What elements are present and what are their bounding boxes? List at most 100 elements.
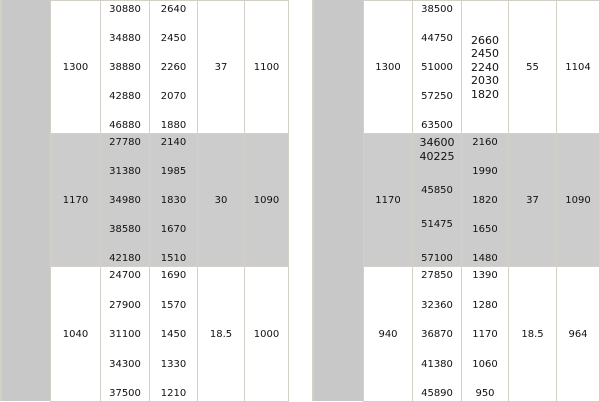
value-group: 38880	[109, 61, 141, 74]
value-group: 34980	[109, 194, 141, 207]
table-cell: 37	[508, 133, 557, 267]
value-group: 1690	[161, 269, 186, 282]
table-cell: 2660 2450 2240 2030 1820	[461, 0, 509, 134]
cell-value: 940	[378, 328, 398, 340]
value-group: 1880	[161, 119, 186, 132]
value-group: 2660 2450 2240 2030 1820	[471, 34, 499, 102]
cell-value: 38880	[109, 62, 141, 73]
cell-value: 2260	[160, 62, 187, 73]
table-cell: 18.5	[197, 266, 245, 402]
cell-value: 57100	[421, 253, 453, 264]
cell-value: 1510	[160, 253, 187, 264]
cell-value: 1000	[253, 328, 280, 340]
cell-value: 1985	[160, 166, 187, 177]
value-group: 38500	[421, 3, 453, 16]
value-group: 38580	[109, 223, 141, 236]
value-group: 1510	[161, 252, 186, 265]
value-group: 34300	[109, 358, 141, 371]
table-cell: 27850 32360 36870 41380 45890	[412, 266, 462, 402]
value-group: 24700	[109, 269, 141, 282]
cell-value: 51000	[421, 62, 453, 73]
cell-value: 51475	[421, 219, 453, 230]
value-group: 32360	[421, 299, 453, 312]
row-header-column	[314, 0, 363, 401]
value-group: 57250	[421, 90, 453, 103]
cell-value: 31100	[109, 329, 141, 340]
value-group: 1330	[161, 358, 186, 371]
table-cell: 27780 31380 34980 38580 42180	[100, 133, 150, 267]
value-group: 27900	[109, 299, 141, 312]
cell-value: 1820	[472, 195, 498, 206]
value-group: 1650	[472, 223, 497, 236]
cell-value: 24700	[109, 270, 141, 281]
value-group: 51000	[421, 61, 453, 74]
cell-value: 1090	[565, 194, 591, 206]
cell-value: 2070	[160, 91, 187, 102]
cell-value: 1040	[62, 328, 89, 340]
value-group: 2640	[161, 3, 186, 16]
cell-value: 2240	[471, 60, 499, 74]
cell-value: 18.5	[209, 328, 233, 340]
cell-value: 46880	[109, 120, 141, 131]
value-group: 1480	[472, 252, 497, 265]
table-cell: 1690 1570 1450 1330 1210	[149, 266, 198, 402]
cell-value: 1060	[472, 358, 498, 370]
cell-value: 27900	[109, 299, 141, 311]
cell-value: 2030	[471, 74, 499, 88]
value-group: 2140	[161, 136, 186, 149]
value-group: 42880	[109, 90, 141, 103]
cell-value: 36870	[421, 329, 453, 340]
cell-value: 57250	[421, 91, 453, 102]
cell-value: 34600	[419, 136, 455, 149]
cell-value: 41380	[421, 358, 453, 370]
value-group: 51475	[421, 218, 453, 231]
cell-value: 1300	[375, 61, 401, 73]
table-cell: 1040	[50, 266, 101, 402]
value-group: 2450	[161, 32, 186, 45]
table-cell: 1300	[50, 0, 101, 134]
cell-value: 38580	[109, 224, 141, 235]
cell-value: 34300	[109, 358, 141, 370]
cell-value: 55	[526, 61, 539, 73]
cell-value: 1880	[160, 120, 187, 131]
table-cell: 964	[556, 266, 600, 402]
cell-value: 18.5	[521, 328, 544, 340]
cell-value: 1830	[160, 195, 187, 206]
table-cell: 30	[197, 133, 245, 267]
cell-value: 34980	[109, 195, 141, 206]
cell-value: 1650	[472, 224, 498, 235]
cell-value: 37	[214, 61, 228, 73]
cell-value: 2640	[160, 4, 187, 15]
cell-value: 1570	[160, 299, 187, 311]
cell-value: 2140	[160, 137, 187, 148]
table-cell: 2640 2450 2260 2070 1880	[149, 0, 198, 134]
cell-value: 2660	[471, 33, 499, 47]
value-group: 2260	[161, 61, 186, 74]
cell-value: 37	[526, 194, 539, 206]
value-group: 1280	[472, 299, 497, 312]
cell-value: 1820	[471, 87, 499, 101]
cell-value: 1390	[472, 270, 498, 281]
value-group: 46880	[109, 119, 141, 132]
table-cell: 2160 1990 1820 1650 1480	[461, 133, 509, 267]
cell-value: 34880	[109, 33, 141, 44]
cell-value: 1300	[62, 61, 89, 73]
cell-value: 37500	[109, 388, 141, 399]
value-group: 2160	[472, 136, 497, 149]
cell-value: 1450	[160, 329, 187, 340]
value-group: 63500	[421, 119, 453, 132]
table-cell: 1170	[50, 133, 101, 267]
cell-value: 1480	[472, 253, 498, 264]
table-cell: 30880 34880 38880 42880 46880	[100, 0, 150, 134]
cell-value: 31380	[109, 166, 141, 177]
value-group: 1450	[161, 328, 186, 341]
cell-value: 44750	[421, 33, 453, 44]
value-group: 30880	[109, 3, 141, 16]
value-group: 45850	[421, 184, 453, 197]
value-group: 42180	[109, 252, 141, 265]
cell-value: 32360	[421, 299, 453, 311]
cell-value: 45890	[421, 388, 453, 399]
table-cell: 2140 1985 1830 1670 1510	[149, 133, 198, 267]
table-cell: 1000	[244, 266, 289, 402]
value-group: 31100	[109, 328, 141, 341]
